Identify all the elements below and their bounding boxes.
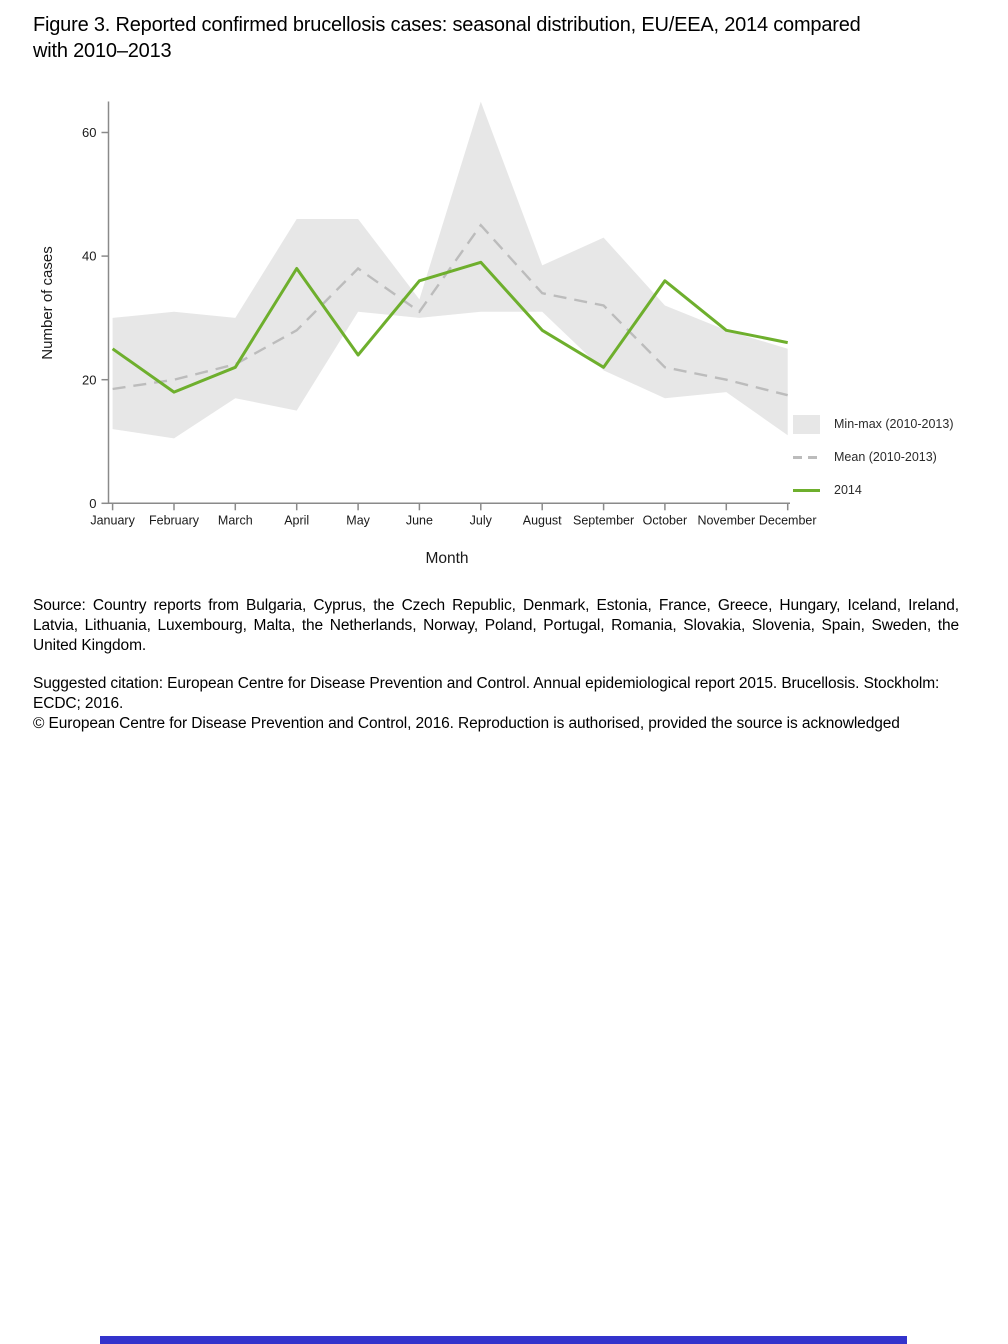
chart-legend: Min-max (2010-2013) Mean (2010-2013) 201…	[793, 414, 1003, 513]
x-tick-label: February	[149, 513, 200, 527]
copyright-line: © European Centre for Disease Prevention…	[33, 715, 900, 732]
legend-label-mean: Mean (2010-2013)	[834, 450, 937, 464]
legend-item-minmax: Min-max (2010-2013)	[793, 414, 1003, 434]
x-tick-label: March	[218, 513, 253, 527]
y-tick-label: 40	[82, 249, 96, 264]
figure-title: Figure 3. Reported confirmed brucellosis…	[33, 14, 861, 62]
citation-block: Suggested citation: European Centre for …	[33, 674, 959, 734]
y-tick-label: 0	[89, 496, 96, 511]
line-2014	[111, 260, 788, 394]
x-tick-label: September	[573, 513, 634, 527]
seasonality-chart: 0 20 40 60 January February March April May June J…	[39, 101, 817, 567]
source-paragraph: Source: Country reports from Bulgaria, C…	[33, 597, 959, 654]
minmax-band-swatch	[793, 414, 820, 434]
legend-item-2014: 2014	[793, 480, 1003, 500]
legend-label-minmax: Min-max (2010-2013)	[834, 417, 954, 431]
x-axis-title: Month	[425, 550, 468, 567]
x-tick-label: July	[470, 513, 493, 527]
x-tick-label: May	[346, 513, 370, 527]
x-tick-label: June	[406, 513, 433, 527]
y-tick-label: 60	[82, 125, 96, 140]
line-2014-swatch	[793, 488, 820, 492]
x-tick-label: October	[643, 513, 687, 527]
x-tick-label: January	[90, 513, 135, 527]
x-tick-label: April	[284, 513, 309, 527]
suggested-citation: Suggested citation: European Centre for …	[33, 675, 940, 712]
mean-dash-swatch	[793, 455, 820, 459]
x-tick-label: August	[523, 513, 562, 527]
legend-item-mean: Mean (2010-2013)	[793, 447, 1003, 467]
legend-label-2014: 2014	[834, 483, 862, 497]
y-tick-label: 20	[82, 372, 96, 387]
mean-line	[112, 223, 788, 397]
footer-accent-bar	[100, 1336, 907, 1344]
y-axis-title: Number of cases	[39, 246, 56, 359]
x-tick-label: December	[759, 513, 817, 527]
x-tick-label: November	[697, 513, 755, 527]
